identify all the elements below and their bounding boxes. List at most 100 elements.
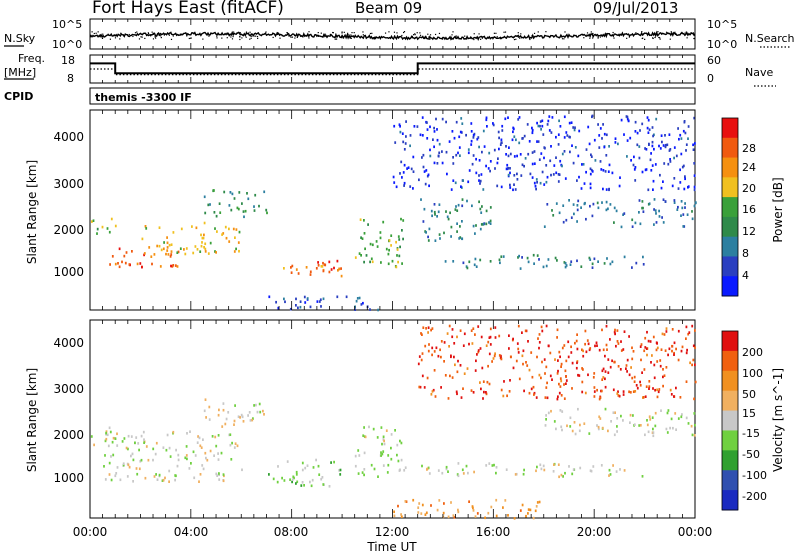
noise-search-dot	[320, 32, 322, 34]
scatter-cell	[441, 471, 444, 475]
scatter-cell	[192, 251, 195, 255]
scatter-cell	[476, 137, 479, 141]
scatter-cell	[218, 408, 220, 412]
scatter-cell	[536, 140, 538, 143]
noise-search-dot	[693, 37, 695, 40]
scatter-cell	[158, 473, 161, 477]
scatter-cell	[421, 116, 424, 119]
scatter-cell	[571, 361, 574, 365]
scatter-cell	[354, 308, 356, 311]
noise-search-dot	[155, 37, 157, 39]
scatter-cell	[545, 386, 548, 389]
scatter-cell	[557, 173, 560, 176]
scatter-cell	[545, 164, 548, 167]
scatter-cell	[485, 222, 488, 226]
scatter-cell	[556, 259, 558, 262]
scatter-cell	[609, 338, 611, 341]
scatter-cell	[651, 354, 653, 357]
scatter-cell	[140, 434, 143, 438]
scatter-cell	[125, 251, 128, 254]
scatter-cell	[598, 348, 601, 352]
scatter-cell	[591, 114, 594, 118]
scatter-cell	[454, 363, 456, 367]
scatter-cell	[572, 126, 575, 129]
scatter-cell	[523, 164, 525, 168]
scatter-cell	[345, 295, 348, 299]
scatter-cell	[573, 421, 576, 424]
scatter-cell	[531, 131, 534, 135]
noise-search-dot	[513, 38, 516, 41]
scatter-cell	[680, 349, 683, 353]
scatter-cell	[471, 204, 473, 208]
scatter-cell	[555, 135, 557, 139]
scatter-cell	[655, 212, 657, 215]
scatter-cell	[433, 369, 436, 372]
scatter-cell	[143, 438, 145, 441]
scatter-cell	[184, 252, 187, 256]
noise-search-dot	[114, 37, 117, 39]
scatter-cell	[380, 451, 382, 454]
scatter-cell	[568, 121, 571, 125]
scatter-cell	[297, 306, 299, 310]
power-ytick-1000: 1000	[53, 265, 84, 279]
noise-search-dot	[205, 33, 207, 35]
scatter-cell	[685, 351, 688, 355]
scatter-cell	[455, 205, 457, 208]
scatter-cell	[519, 267, 522, 270]
noise-search-dot	[586, 32, 589, 34]
scatter-cell	[561, 346, 564, 350]
scatter-cell	[619, 468, 621, 471]
scatter-cell	[558, 350, 561, 354]
scatter-cell	[460, 117, 463, 120]
scatter-cell	[418, 502, 421, 505]
cpid-panel-frame	[89, 87, 696, 105]
noise-search-dot	[481, 36, 483, 38]
scatter-cell	[598, 415, 601, 419]
noise-search-dot	[150, 35, 152, 37]
noise-search-dot	[519, 37, 521, 39]
scatter-cell	[546, 175, 549, 179]
scatter-cell	[205, 416, 207, 419]
scatter-cell	[600, 168, 603, 171]
noise-search-dot	[481, 37, 483, 39]
scatter-cell	[306, 464, 309, 467]
scatter-cell	[609, 365, 612, 369]
scatter-cell	[677, 358, 680, 362]
colorbar-swatch	[722, 450, 738, 471]
scatter-cell	[521, 331, 523, 334]
scatter-cell	[486, 125, 488, 128]
scatter-cell	[467, 151, 470, 155]
scatter-cell	[154, 452, 157, 456]
noise-search-dot	[308, 31, 310, 33]
scatter-cell	[241, 202, 243, 205]
noise-search-dot	[251, 33, 253, 35]
scatter-cell	[263, 413, 265, 416]
scatter-cell	[418, 385, 421, 389]
scatter-cell	[560, 362, 563, 366]
scatter-cell	[540, 376, 542, 380]
scatter-cell	[336, 259, 339, 263]
scatter-cell	[246, 192, 248, 195]
scatter-cell	[258, 402, 261, 406]
scatter-cell	[405, 120, 407, 123]
scatter-cell	[531, 162, 534, 166]
power-cbar-tick-24: 24	[742, 161, 756, 174]
scatter-cell	[673, 199, 676, 202]
scatter-cell	[590, 153, 592, 157]
noise-search-dot	[341, 37, 343, 39]
scatter-cell	[593, 372, 596, 375]
noise-search-dot	[599, 36, 602, 38]
scatter-cell	[401, 176, 403, 179]
scatter-cell	[612, 411, 615, 414]
scatter-cell	[320, 477, 323, 481]
scatter-cell	[550, 145, 552, 148]
scatter-cell	[376, 245, 379, 248]
scatter-cell	[607, 429, 609, 433]
scatter-cell	[429, 154, 432, 158]
scatter-cell	[634, 166, 637, 169]
scatter-cell	[108, 473, 111, 476]
scatter-cell	[322, 297, 325, 301]
scatter-cell	[398, 238, 401, 241]
scatter-cell	[606, 257, 608, 260]
noise-search-dot	[592, 37, 594, 39]
